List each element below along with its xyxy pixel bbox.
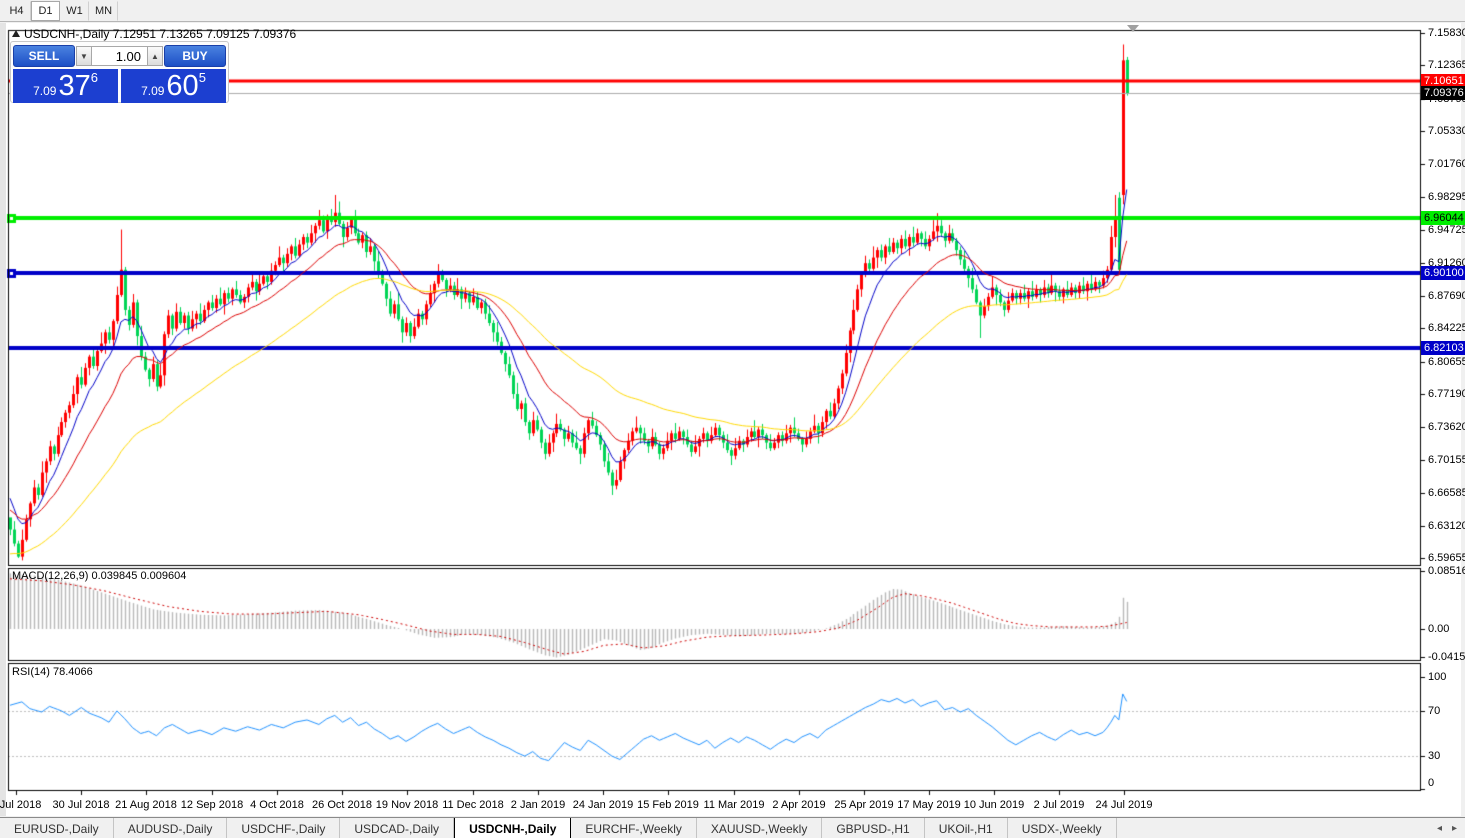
rsi-name: RSI(14)	[12, 666, 50, 678]
date-axis-label: 11 Mar 2019	[703, 799, 765, 811]
date-axis-label: 2 Jan 2019	[510, 799, 566, 811]
price-axis-tick: 6.80655	[1428, 355, 1465, 368]
hline-price-badge: 7.10651	[1421, 74, 1465, 89]
volume-up-stepper[interactable]: ▲	[147, 46, 163, 66]
tab-eurchf[interactable]: EURCHF-,Weekly	[571, 818, 697, 838]
price-axis-tick: 7.01760	[1428, 158, 1465, 171]
tab-usdcnh[interactable]: USDCNH-,Daily	[454, 818, 572, 838]
macd-signal-value: 0.009604	[140, 570, 187, 582]
chart-ohlc-values: 7.12951 7.13265 7.09125 7.09376	[112, 27, 297, 41]
tab-gbpusd[interactable]: GBPUSD-,H1	[822, 818, 925, 838]
bid-price-sup: 6	[90, 70, 98, 85]
macd-axis-tick: -0.041597	[1428, 651, 1465, 664]
tab-usdx[interactable]: USDX-,Weekly	[1008, 818, 1117, 838]
price-axis-tick: 6.59655	[1428, 552, 1465, 564]
ask-price-box[interactable]: 7.09 60 5	[120, 69, 226, 103]
price-axis-tick: 6.63120	[1428, 519, 1465, 532]
macd-label: MACD(12,26,9) 0.039845 0.009604	[12, 570, 186, 582]
collapse-triangle-icon[interactable]	[12, 30, 20, 37]
date-axis-label: 26 Oct 2018	[312, 799, 372, 811]
scroll-to-end-icon[interactable]	[1127, 25, 1139, 32]
price-axis-tick: 7.15830	[1428, 27, 1465, 39]
ask-price-sup: 5	[198, 70, 206, 85]
macd-value: 0.039845	[91, 570, 138, 582]
tab-usdcad[interactable]: USDCAD-,Daily	[340, 818, 455, 838]
price-axis-tick: 6.94725	[1428, 224, 1465, 237]
current-price-badge: 7.09376	[1421, 86, 1465, 101]
one-click-trading-panel: SELL ▼ 1.00 ▲ BUY 7.09 37 6 7.09 60 5	[10, 41, 229, 103]
rsi-axis-tick: 70	[1428, 704, 1441, 717]
date-axis-label: 5 Jul 2018	[0, 799, 42, 811]
date-axis-label: 17 May 2019	[897, 799, 961, 811]
date-axis-label: 24 Jan 2019	[572, 799, 634, 811]
tab-ukoil[interactable]: UKOil-,H1	[925, 818, 1008, 838]
rsi-axis-tick: 0	[1428, 777, 1435, 789]
tab-scroll-arrows: ◂ ▸	[1437, 818, 1465, 838]
price-axis-tick: 6.84225	[1428, 322, 1465, 335]
rsi-axis-tick: 30	[1428, 750, 1441, 763]
price-axis-tick: 6.91260	[1428, 256, 1465, 269]
date-axis-label: 12 Sep 2018	[180, 799, 244, 811]
tab-scroll-right-icon[interactable]: ▸	[1451, 823, 1457, 834]
chart-title: USDCNH-,Daily 7.12951 7.13265 7.09125 7.…	[24, 27, 296, 41]
sell-button[interactable]: SELL	[13, 45, 75, 67]
date-axis-label: 19 Nov 2018	[375, 799, 439, 811]
up-arrow-icon: ▲	[151, 51, 159, 61]
price-axis-tick: 6.70155	[1428, 453, 1465, 466]
volume-input[interactable]: 1.00	[92, 46, 147, 66]
tab-scroll-left-icon[interactable]: ◂	[1436, 823, 1442, 834]
chart-symbol: USDCNH-,Daily	[24, 27, 110, 41]
date-axis-label: 24 Jul 2019	[1095, 799, 1153, 811]
hline-price-badge: 6.82103	[1421, 341, 1465, 356]
date-axis-label: 15 Feb 2019	[637, 799, 699, 811]
date-axis-label: 30 Jul 2018	[52, 799, 110, 811]
rsi-label: RSI(14) 78.4066	[12, 666, 93, 678]
price-axis-tick: 7.12365	[1428, 59, 1465, 72]
bid-price-prefix: 7.09	[33, 84, 57, 98]
tab-audusd[interactable]: AUDUSD-,Daily	[114, 818, 228, 838]
price-axis-tick: 6.98295	[1428, 190, 1465, 203]
tab-xauusd[interactable]: XAUUSD-,Weekly	[697, 818, 823, 838]
bid-price-box[interactable]: 7.09 37 6	[13, 69, 119, 103]
rsi-value: 78.4066	[52, 666, 93, 678]
date-axis-label: 2 Apr 2019	[772, 799, 826, 811]
ask-price-big: 60	[166, 70, 199, 102]
bid-price-big: 37	[58, 70, 91, 102]
date-axis-label: 4 Oct 2018	[250, 799, 304, 811]
date-axis-label: 2 Jul 2019	[1033, 799, 1085, 811]
rsi-axis-tick: 100	[1428, 671, 1447, 683]
macd-axis-tick: 0.00	[1428, 623, 1450, 635]
price-axis-tick: 6.66585	[1428, 487, 1465, 500]
date-axis-label: 10 Jun 2019	[963, 799, 1025, 811]
ask-price-prefix: 7.09	[141, 84, 165, 98]
macd-axis-tick: 0.085164	[1428, 565, 1465, 578]
tab-eurusd[interactable]: EURUSD-,Daily	[0, 818, 114, 838]
date-axis-label: 25 Apr 2019	[834, 799, 894, 811]
date-axis-label: 21 Aug 2018	[115, 799, 177, 811]
price-axis-tick: 6.73620	[1428, 421, 1465, 434]
price-axis-tick: 6.87690	[1428, 289, 1465, 302]
price-axis-tick: 6.77190	[1428, 388, 1465, 401]
date-axis-label: 11 Dec 2018	[442, 799, 504, 811]
buy-button[interactable]: BUY	[164, 45, 226, 67]
tab-usdchf[interactable]: USDCHF-,Daily	[227, 818, 341, 838]
hline-price-badge: 6.90100	[1421, 266, 1465, 281]
macd-name: MACD(12,26,9)	[12, 570, 89, 582]
down-arrow-icon: ▼	[80, 51, 88, 61]
price-axis-tick: 7.05330	[1428, 125, 1465, 138]
volume-down-stepper[interactable]: ▼	[76, 46, 92, 66]
hline-price-badge: 6.96044	[1421, 210, 1465, 225]
chart-tab-bar: EURUSD-,Daily AUDUSD-,Daily USDCHF-,Daily U…	[0, 817, 1465, 838]
